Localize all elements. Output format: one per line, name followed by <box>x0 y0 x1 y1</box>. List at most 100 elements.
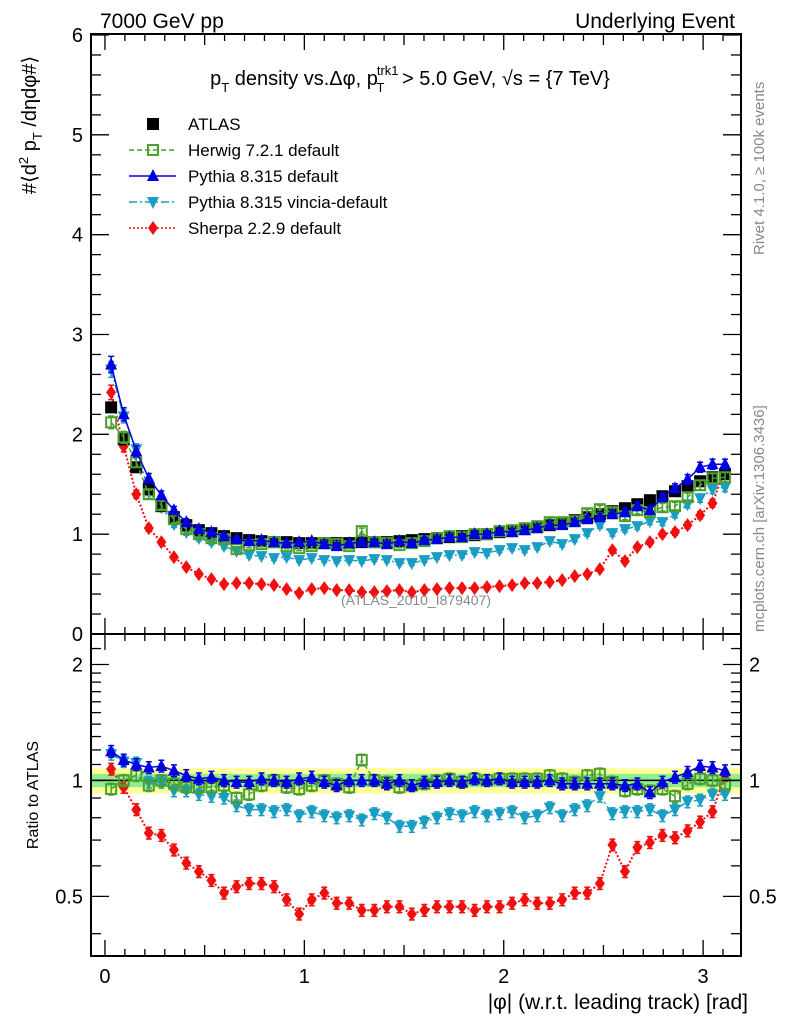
data-point <box>330 778 343 791</box>
data-point <box>670 830 681 845</box>
data-point <box>669 770 682 783</box>
data-point <box>593 776 606 789</box>
data-point <box>607 837 618 852</box>
data-point <box>556 776 569 789</box>
legend-label: Sherpa 2.2.9 default <box>188 219 341 238</box>
data-point <box>518 775 531 788</box>
data-point <box>418 775 431 788</box>
data-point <box>594 876 605 891</box>
data-point <box>142 760 155 773</box>
data-point <box>568 776 581 789</box>
data-point <box>419 583 430 598</box>
data-point <box>594 562 605 577</box>
ratio-y-tick-label-left: 1 <box>72 770 83 792</box>
data-point <box>368 554 381 567</box>
data-point <box>142 488 155 501</box>
ratio-panel-frame <box>90 633 742 957</box>
main-y-axis-label: #⟨d2 pT /dηdφ#⟩ <box>16 56 45 194</box>
data-point <box>206 873 217 888</box>
data-point <box>644 535 655 550</box>
data-point <box>380 537 393 550</box>
main-y-tick-label: 2 <box>72 424 83 446</box>
series-line <box>110 392 726 595</box>
main-panel-series <box>105 355 732 601</box>
data-point <box>656 775 669 788</box>
data-point <box>543 518 556 531</box>
data-point <box>356 903 367 918</box>
data-point <box>255 551 268 564</box>
x-tick-labels: 0 1 2 3 <box>99 966 708 988</box>
data-point <box>694 794 707 807</box>
legend-marker <box>147 169 159 181</box>
data-point <box>406 585 417 600</box>
data-point <box>469 581 480 596</box>
data-point <box>344 896 355 911</box>
data-point <box>355 814 368 827</box>
mcplots-label: mcplots.cern.ch [arXiv:1306.3436] <box>751 405 768 632</box>
data-point <box>117 774 130 787</box>
data-point <box>243 550 256 563</box>
data-point <box>230 775 243 788</box>
data-point <box>281 892 292 907</box>
legend-entry: Pythia 8.315 default <box>129 167 339 186</box>
data-point <box>143 521 154 536</box>
data-point <box>518 545 531 558</box>
data-point <box>481 899 492 914</box>
data-point <box>543 802 556 815</box>
header-right: Underlying Event <box>575 10 735 33</box>
data-point <box>506 806 519 819</box>
legend-entry: Pythia 8.315 vincia-default <box>129 193 388 212</box>
data-point <box>105 744 118 757</box>
data-point <box>568 515 581 528</box>
data-point <box>606 808 619 821</box>
data-point <box>544 575 555 590</box>
data-point <box>155 488 168 501</box>
x-tick-label: 0 <box>99 966 110 988</box>
data-point <box>618 524 631 537</box>
data-point <box>269 578 280 593</box>
data-point <box>181 560 192 575</box>
data-point <box>568 534 581 547</box>
data-point <box>268 773 281 786</box>
data-point <box>418 555 431 568</box>
data-point <box>281 582 292 597</box>
data-point <box>243 534 256 547</box>
data-point <box>117 752 130 765</box>
data-point <box>480 527 493 540</box>
data-point <box>519 576 530 591</box>
data-point <box>206 572 217 587</box>
data-point <box>180 768 193 781</box>
data-point <box>106 762 117 777</box>
header-left: 7000 GeV pp <box>100 10 224 33</box>
data-point <box>443 773 456 786</box>
data-point <box>318 775 331 788</box>
data-point <box>618 505 631 518</box>
data-point <box>193 567 204 582</box>
data-point <box>631 806 644 819</box>
data-point <box>218 886 229 901</box>
data-point <box>355 753 368 766</box>
data-point <box>632 840 643 855</box>
data-point <box>419 903 430 918</box>
data-point <box>155 774 168 787</box>
data-point <box>706 484 719 497</box>
data-point <box>130 444 143 457</box>
legend: ATLAS Herwig 7.2.1 default Pythia 8.315 de… <box>129 115 388 238</box>
data-point <box>456 775 469 788</box>
chart-title: pT density vs.Δφ, ptrk1 T > 5.0 GeV, √s =… <box>210 63 610 95</box>
data-point <box>405 558 418 571</box>
data-point <box>480 773 493 786</box>
data-point <box>430 812 443 825</box>
data-point <box>205 525 218 538</box>
data-point <box>330 556 343 569</box>
main-y-tick-label: 4 <box>72 225 83 247</box>
data-point <box>117 431 130 444</box>
data-point <box>294 586 305 601</box>
ratio-y-axis-label: Ratio to ATLAS <box>25 741 42 849</box>
data-point <box>255 771 268 784</box>
data-point <box>481 580 492 595</box>
data-point <box>694 759 707 772</box>
data-point <box>131 802 142 817</box>
analysis-watermark: (ATLAS_2010_I879407) <box>341 592 491 608</box>
